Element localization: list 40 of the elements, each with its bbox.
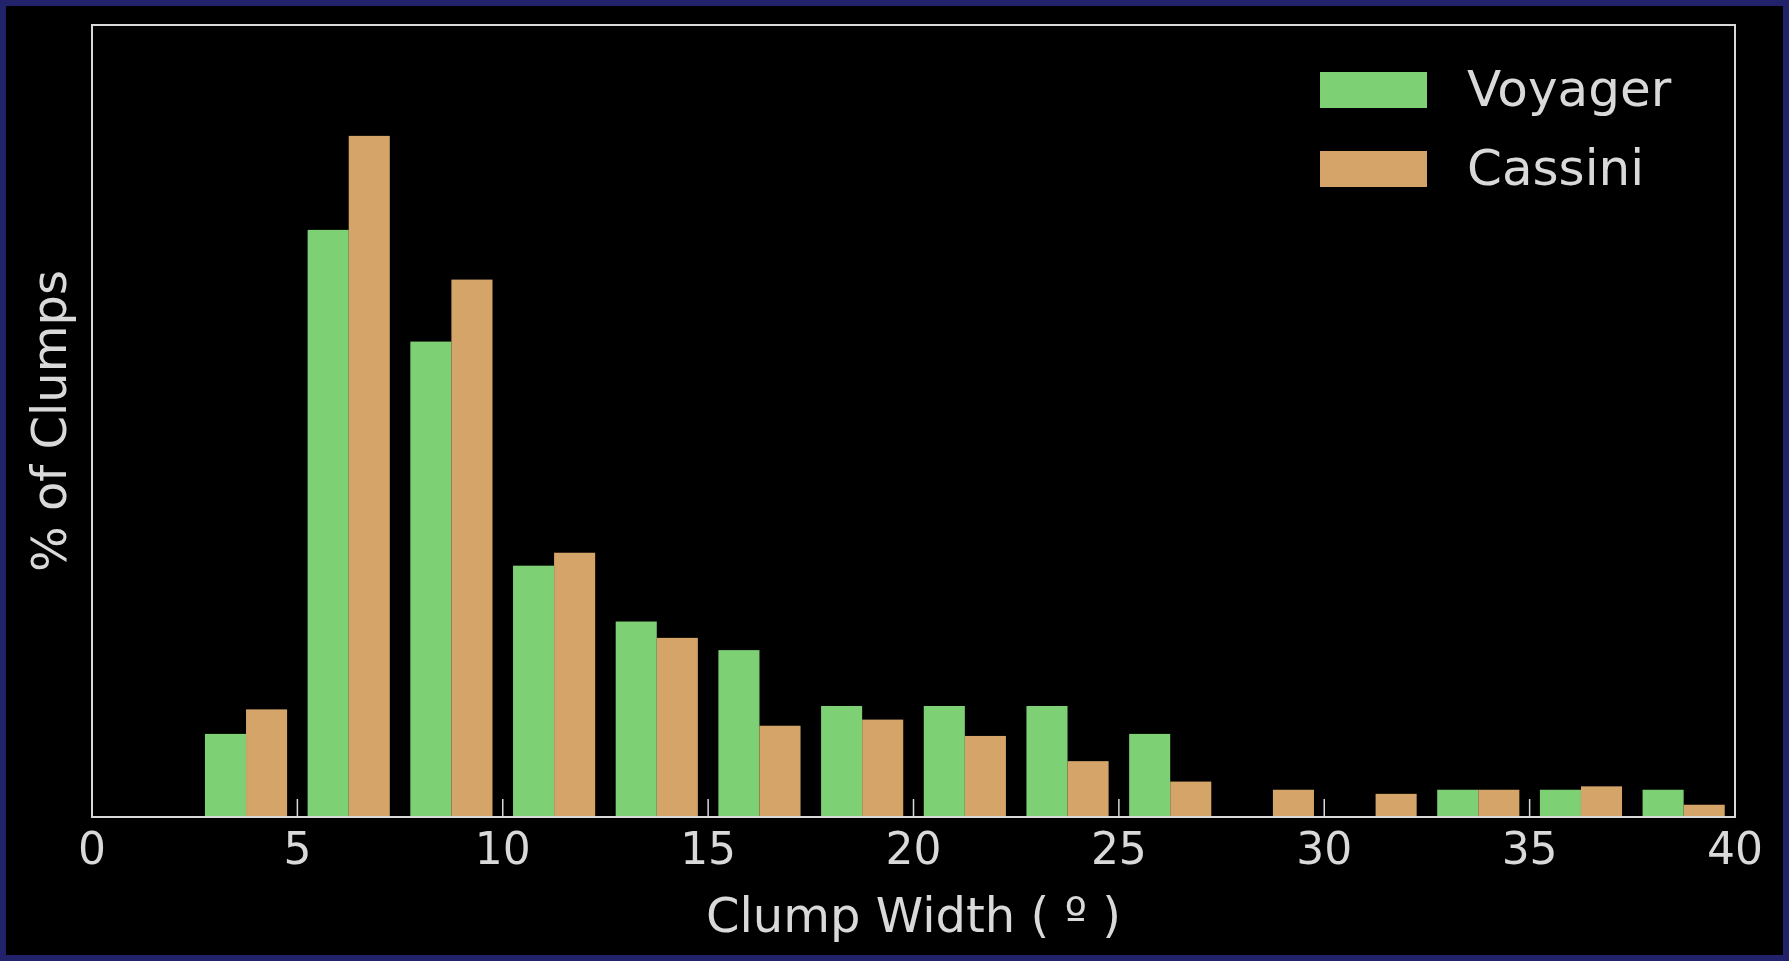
x-tick-label: 40 [1707, 823, 1763, 874]
bar [656, 637, 698, 817]
x-tick-label: 30 [1296, 823, 1353, 874]
bar [348, 135, 390, 817]
x-axis-title: Clump Width ( º ) [705, 887, 1122, 943]
bar [246, 709, 288, 817]
bar [307, 229, 349, 817]
x-tick-label: 35 [1501, 823, 1558, 874]
bar [1272, 789, 1314, 817]
x-tick-label: 0 [78, 823, 106, 874]
bar [862, 719, 904, 817]
legend-label: Cassini [1467, 139, 1645, 197]
bar [1437, 789, 1479, 817]
bar [1642, 789, 1684, 817]
bar [1026, 705, 1068, 817]
bar [513, 565, 555, 817]
bar [554, 552, 596, 817]
bar [759, 725, 801, 817]
x-tick-label: 10 [474, 823, 531, 874]
bar [964, 735, 1006, 817]
bar [410, 341, 452, 817]
x-tick-label: 25 [1090, 823, 1147, 874]
bar [204, 733, 247, 817]
bar [451, 279, 493, 817]
legend-label: Voyager [1467, 60, 1672, 118]
bar [1580, 786, 1623, 817]
bar [1170, 781, 1212, 817]
bar [821, 705, 863, 817]
bar [718, 650, 760, 817]
bar [615, 621, 657, 817]
x-tick-label: 15 [680, 823, 737, 874]
y-axis-title: % of Clumps [21, 270, 77, 572]
bar [1539, 789, 1581, 817]
bar [1067, 761, 1109, 817]
bar [1478, 789, 1520, 817]
bar [923, 705, 965, 817]
x-tick-label: 20 [885, 823, 942, 874]
x-tick-label: 5 [283, 823, 312, 874]
bar [1375, 793, 1417, 817]
bar [1129, 733, 1171, 817]
